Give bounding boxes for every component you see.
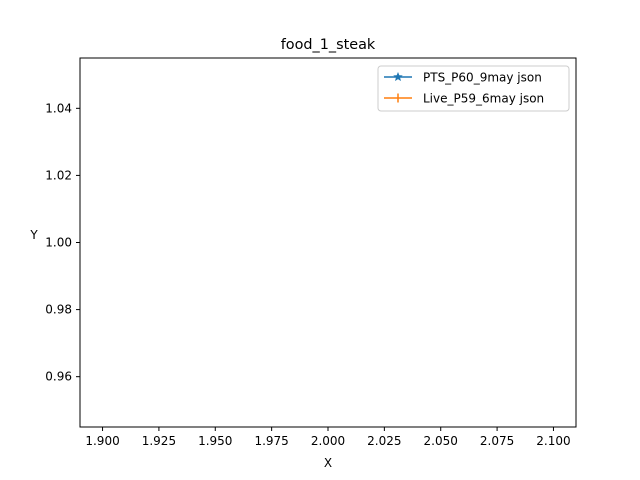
x-tick-label: 2.100 [536, 434, 570, 448]
x-tick-label: 1.925 [142, 434, 176, 448]
x-tick-label: 1.950 [198, 434, 232, 448]
x-tick-label: 2.050 [424, 434, 458, 448]
y-tick-label: 1.02 [45, 168, 72, 182]
plot-area [80, 58, 576, 427]
y-tick-label: 0.98 [45, 303, 72, 317]
y-tick-label: 1.04 [45, 101, 72, 115]
x-tick-label: 2.075 [480, 434, 514, 448]
x-tick-label: 1.900 [85, 434, 119, 448]
x-axis-ticks: 1.900 1.925 1.950 1.975 2.000 2.025 2.050 2.075… [85, 427, 571, 448]
y-tick-label: 1.00 [45, 236, 72, 250]
chart-title: food_1_steak [281, 37, 376, 53]
legend-box [377, 65, 570, 112]
y-axis-ticks: 0.96 0.98 1.00 1.02 1.04 [45, 101, 80, 384]
legend-label-1: Live_P59_6may json [423, 92, 544, 106]
x-tick-label: 2.025 [367, 434, 401, 448]
y-axis-label: Y [29, 228, 38, 242]
legend-label-0: PTS_P60_9may json [423, 71, 542, 85]
legend: PTS_P60_9may json Live_P59_6may json [377, 65, 570, 112]
plot-frame [79, 57, 577, 428]
x-tick-label: 1.975 [254, 434, 288, 448]
x-tick-label: 2.000 [311, 434, 345, 448]
x-axis-label: X [324, 456, 332, 470]
y-tick-label: 0.96 [45, 370, 72, 384]
legend-marker-star [393, 71, 403, 82]
